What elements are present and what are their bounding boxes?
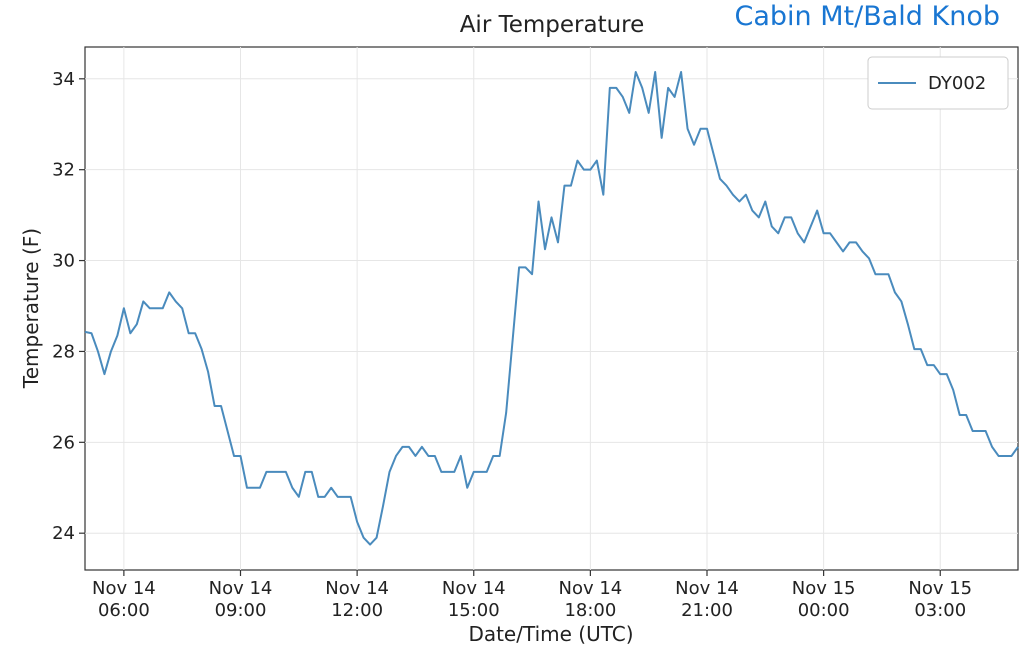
x-tick-label: Nov 15 03:00 bbox=[908, 578, 972, 621]
y-tick-label: 24 bbox=[52, 523, 75, 544]
x-tick-label: Nov 15 00:00 bbox=[792, 578, 856, 621]
x-axis-label: Date/Time (UTC) bbox=[468, 622, 633, 646]
data-line bbox=[84, 70, 1019, 546]
x-tick-label: Nov 14 15:00 bbox=[442, 578, 506, 621]
plot-frame bbox=[84, 46, 1019, 571]
legend-label: DY002 bbox=[928, 73, 986, 94]
legend-box bbox=[867, 56, 1009, 110]
chart-title: Air Temperature bbox=[460, 12, 645, 38]
x-tick-label: Nov 14 21:00 bbox=[675, 578, 739, 621]
y-tick-label: 28 bbox=[52, 341, 75, 362]
y-tick-label: 26 bbox=[52, 432, 75, 453]
x-tick-label: Nov 14 09:00 bbox=[209, 578, 273, 621]
x-tick-label: Nov 14 12:00 bbox=[325, 578, 389, 621]
legend: DY002 bbox=[867, 56, 1009, 110]
y-tick-label: 34 bbox=[52, 69, 75, 90]
y-tick-label: 32 bbox=[52, 160, 75, 181]
x-tick-label: Nov 14 06:00 bbox=[92, 578, 156, 621]
y-tick-label: 30 bbox=[52, 251, 75, 272]
x-tick-label: Nov 14 18:00 bbox=[558, 578, 622, 621]
station-name: Cabin Mt/Bald Knob bbox=[735, 1, 1000, 32]
y-axis-label: Temperature (F) bbox=[19, 228, 43, 389]
